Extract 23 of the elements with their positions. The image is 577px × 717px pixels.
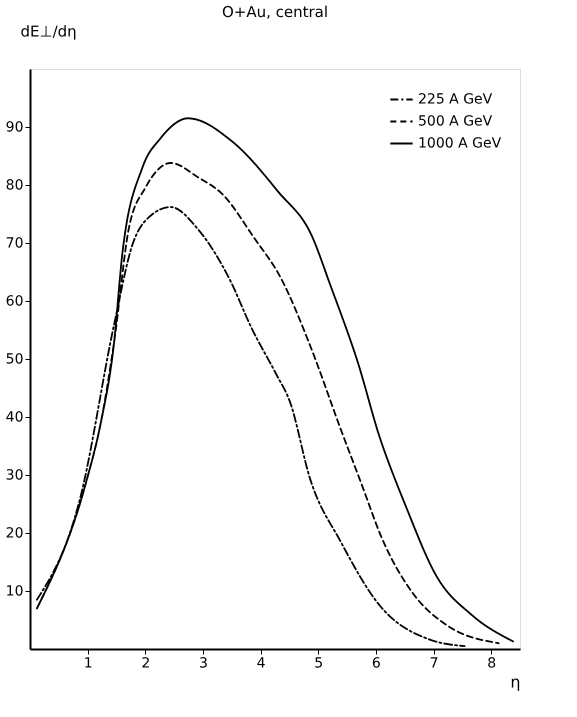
y-tick-label: 10 [6, 584, 24, 600]
x-tick-label: 3 [198, 656, 208, 672]
y-tick-label: 20 [6, 526, 24, 542]
y-tick-label: 60 [6, 294, 24, 310]
y-tick-label: 90 [6, 120, 24, 136]
legend-label: 1000 A GeV [418, 136, 502, 152]
x-tick-label: 4 [256, 656, 266, 672]
x-tick-label: 8 [487, 656, 496, 672]
legend-label: 225 A GeV [418, 92, 493, 108]
y-axis-title: dE⊥/dη [20, 22, 77, 40]
chart-title: O+Au, central [222, 3, 328, 21]
x-tick-label: 1 [84, 656, 93, 672]
x-axis-title: η [510, 672, 520, 692]
y-tick-label: 40 [6, 410, 24, 426]
x-tick-label: 5 [314, 656, 324, 672]
y-tick-label: 80 [6, 178, 24, 194]
legend-label: 500 A GeV [418, 114, 493, 130]
y-tick-label: 70 [6, 236, 24, 252]
x-tick-label: 7 [430, 656, 438, 672]
x-tick-label: 2 [141, 656, 150, 672]
y-tick-label: 30 [6, 468, 24, 484]
y-tick-label: 50 [6, 352, 24, 368]
x-tick-label: 6 [372, 656, 381, 672]
